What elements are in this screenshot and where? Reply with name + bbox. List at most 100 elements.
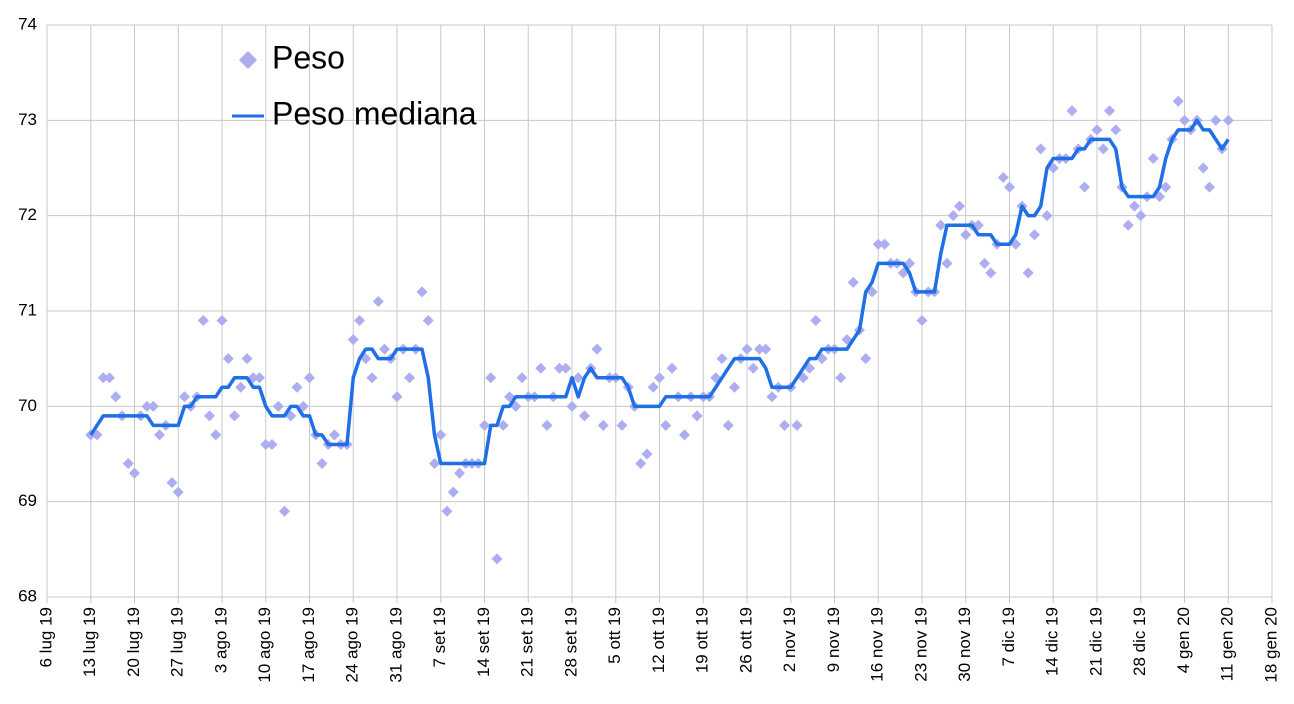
data-point <box>1110 124 1122 136</box>
x-tick-label: 24 ago 19 <box>343 607 362 683</box>
data-point <box>1122 219 1134 231</box>
data-point <box>1222 114 1234 126</box>
data-point <box>566 400 578 412</box>
data-point <box>879 238 890 250</box>
data-point <box>647 381 659 393</box>
x-tick-label: 30 nov 19 <box>955 607 974 682</box>
data-point <box>172 486 184 498</box>
x-tick-label: 17 ago 19 <box>299 607 318 683</box>
x-tick-label: 12 ott 19 <box>649 607 668 673</box>
data-point <box>435 429 447 441</box>
data-point <box>660 419 672 431</box>
data-point <box>391 391 403 403</box>
data-point <box>1179 114 1190 126</box>
data-point <box>329 429 340 441</box>
data-point <box>810 315 822 327</box>
data-point <box>379 343 390 355</box>
data-point <box>760 343 772 355</box>
data-point <box>479 419 490 431</box>
data-point <box>210 429 222 441</box>
x-tick-label: 21 set 19 <box>518 607 537 677</box>
data-point <box>141 400 153 412</box>
x-tick-label: 18 gen 20 <box>1261 607 1280 683</box>
data-point <box>441 505 453 517</box>
data-point <box>1160 181 1172 193</box>
x-tick-label: 11 gen 20 <box>1218 607 1237 681</box>
x-tick-label: 7 set 19 <box>430 607 449 668</box>
data-point <box>254 372 265 384</box>
data-point <box>1079 181 1090 193</box>
data-point <box>872 238 884 250</box>
data-point <box>404 372 415 384</box>
data-point <box>110 391 122 403</box>
data-point <box>1135 210 1147 222</box>
data-point <box>641 448 653 460</box>
x-tick-label: 13 lug 19 <box>80 607 99 677</box>
data-point <box>416 286 428 298</box>
data-point <box>560 362 572 374</box>
data-point <box>429 458 440 470</box>
data-point <box>1041 210 1053 222</box>
data-point <box>960 229 972 241</box>
data-point <box>635 458 647 470</box>
legend-symbol <box>239 51 257 69</box>
y-tick-label: 71 <box>18 300 37 319</box>
data-point <box>979 257 990 269</box>
data-point <box>860 353 872 365</box>
x-tick-label: 27 lug 19 <box>168 607 187 677</box>
data-point <box>691 410 703 422</box>
data-point <box>722 419 734 431</box>
data-point <box>366 372 378 384</box>
data-point <box>1022 267 1034 279</box>
data-point <box>754 343 765 355</box>
x-tick-label: 6 lug 19 <box>36 607 55 668</box>
median-line <box>89 118 1230 466</box>
data-point <box>1035 143 1047 155</box>
x-tick-label: 14 set 19 <box>474 607 493 677</box>
data-point <box>1097 143 1109 155</box>
x-tick-label: 26 ott 19 <box>736 607 755 673</box>
data-point <box>197 315 209 327</box>
data-point <box>122 458 134 470</box>
data-point <box>447 486 459 498</box>
data-point <box>97 372 109 384</box>
data-point <box>216 315 228 327</box>
data-point <box>847 276 859 288</box>
data-point <box>591 343 603 355</box>
data-point <box>997 172 1009 184</box>
data-point <box>1210 114 1222 126</box>
data-point <box>454 467 465 479</box>
x-tick-label: 5 ott 19 <box>605 607 624 664</box>
data-point <box>1104 105 1115 117</box>
data-point <box>154 429 165 441</box>
data-point <box>1147 152 1159 164</box>
x-tick-label: 4 gen 20 <box>1174 607 1193 673</box>
data-point <box>316 458 328 470</box>
data-point <box>572 372 584 384</box>
data-point <box>541 419 553 431</box>
data-point <box>941 257 953 269</box>
data-point <box>1091 124 1103 136</box>
legend-label: Peso <box>272 39 345 75</box>
data-point <box>166 477 178 489</box>
data-point <box>235 381 247 393</box>
data-point <box>354 315 365 327</box>
data-point <box>372 295 384 307</box>
x-tick-label: 3 ago 19 <box>211 607 230 673</box>
data-point <box>916 315 928 327</box>
y-tick-label: 69 <box>18 491 37 510</box>
data-point <box>516 372 528 384</box>
data-point <box>291 381 303 393</box>
data-point <box>791 419 803 431</box>
x-tick-label: 16 nov 19 <box>868 607 887 682</box>
data-point <box>716 353 728 365</box>
data-point <box>497 419 509 431</box>
y-tick-label: 72 <box>18 205 37 224</box>
data-point <box>1204 181 1215 193</box>
data-point <box>741 343 753 355</box>
data-point <box>1066 105 1078 117</box>
x-tick-label: 14 dic 19 <box>1043 607 1062 676</box>
y-tick-label: 73 <box>18 110 37 129</box>
data-point <box>554 362 565 374</box>
data-point <box>1172 95 1184 107</box>
